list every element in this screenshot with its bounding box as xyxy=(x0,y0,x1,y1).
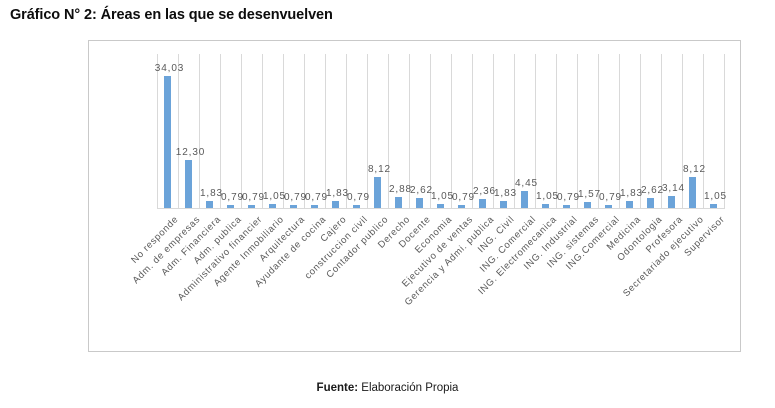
bar-value-label: 2,62 xyxy=(640,185,665,196)
bar xyxy=(269,204,276,208)
bar xyxy=(311,205,318,208)
gridline xyxy=(493,54,494,208)
bar-value-label: 0,79 xyxy=(451,192,476,203)
bar-value-label: 0,79 xyxy=(304,192,329,203)
gridline xyxy=(577,54,578,208)
bar-value-label: 2,62 xyxy=(409,185,434,196)
bar-value-label: 1,83 xyxy=(325,188,350,199)
gridline xyxy=(556,54,557,208)
source-text: Elaboración Propia xyxy=(358,382,459,394)
bar xyxy=(500,201,507,208)
bar xyxy=(374,177,381,208)
bar-value-label: 0,79 xyxy=(241,192,266,203)
bar-value-label: 1,83 xyxy=(493,188,518,199)
bar xyxy=(416,198,423,208)
gridline xyxy=(451,54,452,208)
source-label: Fuente: xyxy=(316,382,359,394)
bar-value-label: 0,79 xyxy=(598,192,623,203)
bar xyxy=(563,205,570,208)
bar-value-label: 4,45 xyxy=(514,178,539,189)
x-axis-line xyxy=(157,208,725,209)
bar xyxy=(521,191,528,208)
bar-value-label: 0,79 xyxy=(283,192,308,203)
bar xyxy=(710,204,717,208)
gridline xyxy=(325,54,326,208)
gridline xyxy=(262,54,263,208)
gridline xyxy=(388,54,389,208)
bar-value-label: 1,05 xyxy=(262,191,287,202)
bar-value-label: 1,05 xyxy=(703,191,728,202)
gridline xyxy=(346,54,347,208)
bar xyxy=(395,197,402,208)
bar xyxy=(332,201,339,208)
bar xyxy=(248,205,255,208)
bar-value-label: 12,30 xyxy=(175,147,206,158)
gridline xyxy=(283,54,284,208)
gridline xyxy=(304,54,305,208)
gridline xyxy=(199,54,200,208)
gridline xyxy=(535,54,536,208)
gridline xyxy=(514,54,515,208)
bar-value-label: 3,14 xyxy=(661,183,686,194)
bar xyxy=(206,201,213,208)
gridline xyxy=(241,54,242,208)
bar-value-label: 2,36 xyxy=(472,186,497,197)
bar xyxy=(164,76,171,208)
bar xyxy=(458,205,465,208)
bar xyxy=(290,205,297,208)
gridline xyxy=(682,54,683,208)
bar-value-label: 2,88 xyxy=(388,184,413,195)
bar xyxy=(626,201,633,208)
bar xyxy=(185,160,192,208)
gridline xyxy=(220,54,221,208)
gridline xyxy=(472,54,473,208)
bar-value-label: 0,79 xyxy=(346,192,371,203)
bar xyxy=(353,205,360,208)
gridline xyxy=(640,54,641,208)
bar-value-label: 1,05 xyxy=(430,191,455,202)
bar-value-label: 8,12 xyxy=(367,164,392,175)
bar xyxy=(437,204,444,208)
bar-value-label: 34,03 xyxy=(154,63,185,74)
bar-value-label: 1,83 xyxy=(619,188,644,199)
gridline xyxy=(619,54,620,208)
gridline xyxy=(661,54,662,208)
bar xyxy=(584,202,591,208)
bar-value-label: 1,83 xyxy=(199,188,224,199)
bar xyxy=(479,199,486,208)
gridline xyxy=(724,54,725,208)
gridline xyxy=(157,54,158,208)
chart-area: 34,03 No responde 12,30 Adm. de empresas 1,8… xyxy=(88,40,741,352)
gridline xyxy=(409,54,410,208)
bar-value-label: 1,57 xyxy=(577,189,602,200)
bar-value-label: 0,79 xyxy=(220,192,245,203)
gridline xyxy=(178,54,179,208)
gridline xyxy=(367,54,368,208)
page-title: Gráfico N° 2: Áreas en las que se desenv… xyxy=(10,7,333,23)
bar xyxy=(689,177,696,208)
bar xyxy=(647,198,654,208)
gridline xyxy=(598,54,599,208)
bar xyxy=(542,204,549,208)
bar-value-label: 0,79 xyxy=(556,192,581,203)
bar-value-label: 1,05 xyxy=(535,191,560,202)
bar xyxy=(605,205,612,208)
bar xyxy=(668,196,675,208)
gridline xyxy=(430,54,431,208)
bar-value-label: 8,12 xyxy=(682,164,707,175)
bar xyxy=(227,205,234,208)
source-caption: Fuente: Elaboración Propia xyxy=(0,382,775,394)
gridline xyxy=(703,54,704,208)
